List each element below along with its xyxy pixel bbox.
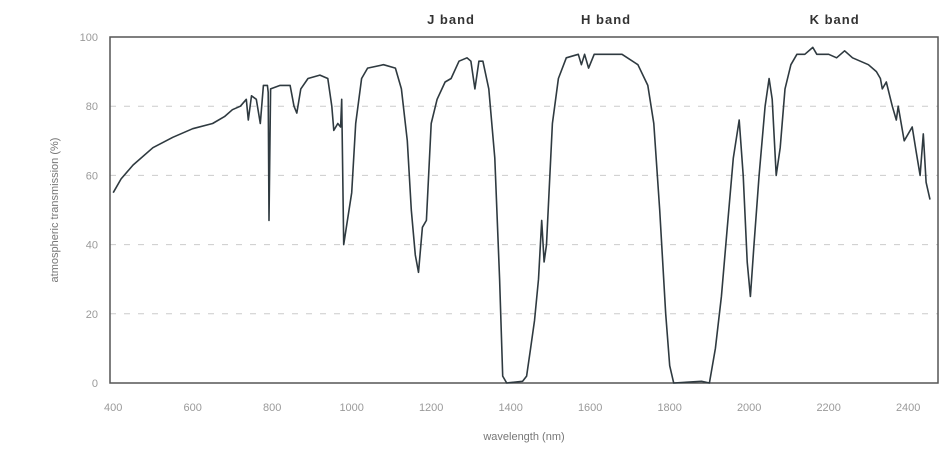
x-tick-label: 800 <box>263 402 281 414</box>
x-axis-label: wavelength (nm) <box>482 431 564 443</box>
x-tick-label: 400 <box>104 402 122 414</box>
band-label: J band <box>427 12 475 27</box>
plot-frame <box>109 36 939 384</box>
x-tick-label: 1000 <box>339 402 363 414</box>
y-tick-label: 60 <box>86 170 98 182</box>
x-tick-label: 1600 <box>578 402 602 414</box>
band-label: K band <box>810 12 860 27</box>
band-label: H band <box>581 12 631 27</box>
x-tick-label: 1400 <box>498 402 522 414</box>
y-tick-label: 80 <box>86 101 98 113</box>
x-tick-label: 600 <box>184 402 202 414</box>
transmission-line <box>112 46 931 384</box>
y-tick-label: 20 <box>86 309 98 321</box>
y-tick-label: 40 <box>86 240 98 252</box>
grid-lines <box>110 105 938 315</box>
x-axis-ticks: 400 600 800 1000 1200 1400 1600 1800 2000 2200 240… <box>104 402 920 414</box>
y-tick-label: 100 <box>80 32 98 44</box>
x-tick-label: 1800 <box>657 402 681 414</box>
y-tick-label: 0 <box>92 378 98 390</box>
band-annotations: J band H band K band <box>427 12 860 27</box>
y-axis-ticks: 0 20 40 60 80 100 <box>80 32 98 390</box>
x-tick-label: 1200 <box>419 402 443 414</box>
y-axis-label: atmospheric transmission (%) <box>49 138 61 283</box>
x-tick-label: 2200 <box>816 402 840 414</box>
x-tick-label: 2400 <box>896 402 920 414</box>
x-tick-label: 2000 <box>737 402 761 414</box>
